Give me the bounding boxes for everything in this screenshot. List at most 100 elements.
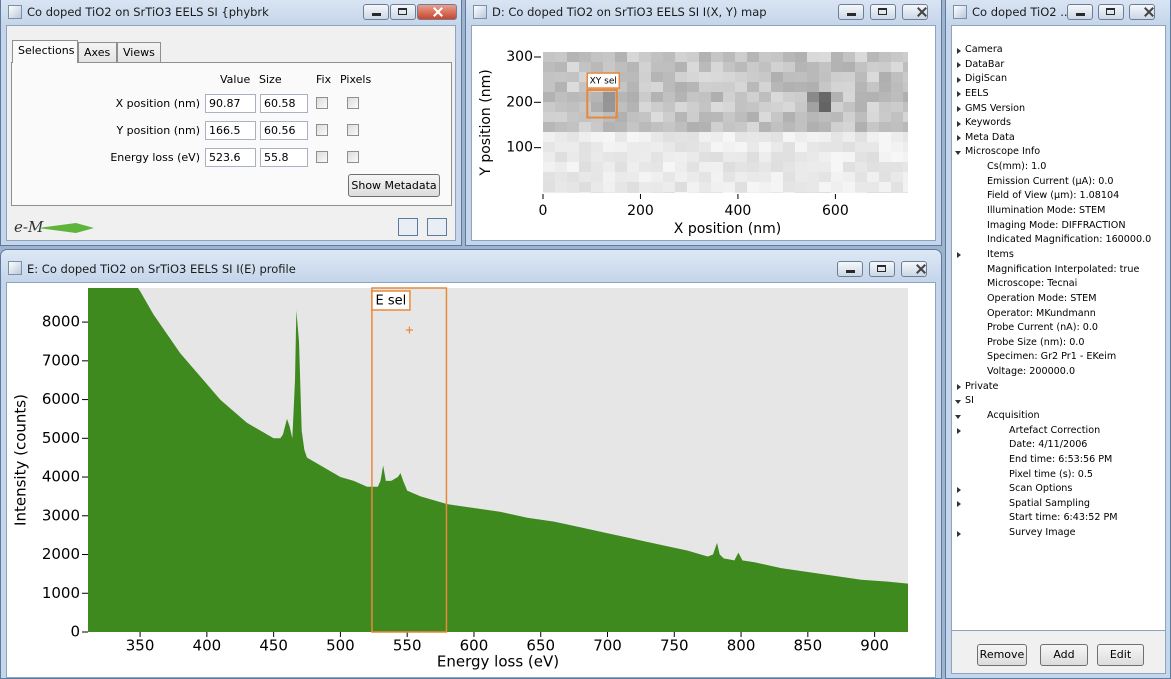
map-pixel (855, 112, 867, 122)
map-pixel (711, 182, 723, 192)
map-pixel (843, 52, 855, 62)
map-pixel (831, 122, 843, 132)
map-pixel (651, 92, 663, 102)
map-pixel (783, 92, 795, 102)
map-pixel (567, 112, 579, 122)
map-pixel (771, 132, 783, 142)
map-pixel (579, 162, 591, 172)
map-pixel (675, 142, 687, 152)
map-pixel (591, 132, 603, 142)
map-pixel (555, 182, 567, 192)
y-tick-label: 7000 (42, 351, 80, 369)
map-pixel (675, 72, 687, 82)
map-pixel (675, 82, 687, 92)
map-pixel (867, 62, 879, 72)
map-pixel (663, 192, 675, 193)
map-pixel (711, 92, 723, 102)
tab[interactable]: Selections (12, 40, 78, 63)
map-pixel (795, 192, 807, 193)
map-pixel (819, 92, 831, 102)
x-tick-label: 500 (326, 637, 355, 655)
map-pixel (807, 192, 819, 193)
map-pixel (795, 162, 807, 172)
map-pixel (771, 62, 783, 72)
map-pixel (627, 132, 639, 142)
map-pixel (771, 122, 783, 132)
map-pixel (867, 112, 879, 122)
map-pixel (759, 52, 771, 62)
y-tick-label: 1000 (42, 584, 80, 602)
map-pixel (615, 122, 627, 132)
map-pixel (687, 142, 699, 152)
map-pixel (543, 72, 555, 82)
map-pixel (627, 62, 639, 72)
map-pixel (543, 162, 555, 172)
map-pixel (747, 152, 759, 162)
plots: 1002003000200400600X position (nm)Y posi… (0, 0, 1171, 673)
map-pixel (687, 182, 699, 192)
map-pixel (651, 152, 663, 162)
map-pixel (747, 92, 759, 102)
map-pixel (711, 152, 723, 162)
map-pixel (795, 102, 807, 112)
x-tick-label: 0 (539, 203, 548, 219)
map-pixel (675, 52, 687, 62)
map-pixel (567, 142, 579, 152)
map-pixel (831, 62, 843, 72)
map-pixel (891, 62, 903, 72)
map-pixel (567, 52, 579, 62)
map-pixel (603, 192, 615, 193)
map-pixel (903, 132, 908, 142)
map-pixel (579, 152, 591, 162)
map-pixel (639, 62, 651, 72)
map-pixel (819, 82, 831, 92)
map-pixel (699, 72, 711, 82)
map-pixel (855, 122, 867, 132)
map-pixel (747, 172, 759, 182)
map-pixel (711, 122, 723, 132)
map-pixel (651, 82, 663, 92)
map-pixel (579, 122, 591, 132)
x-tick-label: 750 (660, 637, 689, 655)
map-pixel (879, 102, 891, 112)
map-pixel (555, 52, 567, 62)
map-pixel (567, 192, 579, 193)
map-pixel (555, 162, 567, 172)
map-pixel (759, 162, 771, 172)
map-pixel (567, 72, 579, 82)
map-pixel (699, 192, 711, 193)
map-pixel (675, 92, 687, 102)
map-pixel (867, 132, 879, 142)
map-pixel (639, 142, 651, 152)
map-pixel (843, 82, 855, 92)
map-pixel (663, 152, 675, 162)
map-pixel (903, 172, 908, 182)
map-pixel (711, 142, 723, 152)
map-pixel (663, 122, 675, 132)
map-pixel (639, 182, 651, 192)
map-pixel (831, 82, 843, 92)
map-pixel (831, 112, 843, 122)
y-axis-title: Intensity (counts) (12, 394, 30, 526)
map-pixel (675, 62, 687, 72)
map-pixel (639, 172, 651, 182)
map-pixel (603, 132, 615, 142)
annotation: XY sel (590, 77, 617, 87)
map-pixel (747, 192, 759, 193)
map-pixel (555, 82, 567, 92)
map-pixel (627, 122, 639, 132)
map-pixel (807, 112, 819, 122)
map-pixel (699, 112, 711, 122)
map-pixel (687, 62, 699, 72)
map-pixel (903, 82, 908, 92)
map-pixel (795, 72, 807, 82)
map-pixel (627, 92, 639, 102)
y-axis-title: Y position (nm) (478, 69, 494, 176)
map-pixel (663, 142, 675, 152)
y-tick-label: 8000 (42, 313, 80, 331)
map-pixel (651, 72, 663, 82)
map-pixel (735, 112, 747, 122)
map-pixel (795, 142, 807, 152)
map-pixel (567, 102, 579, 112)
map-pixel (579, 92, 591, 102)
